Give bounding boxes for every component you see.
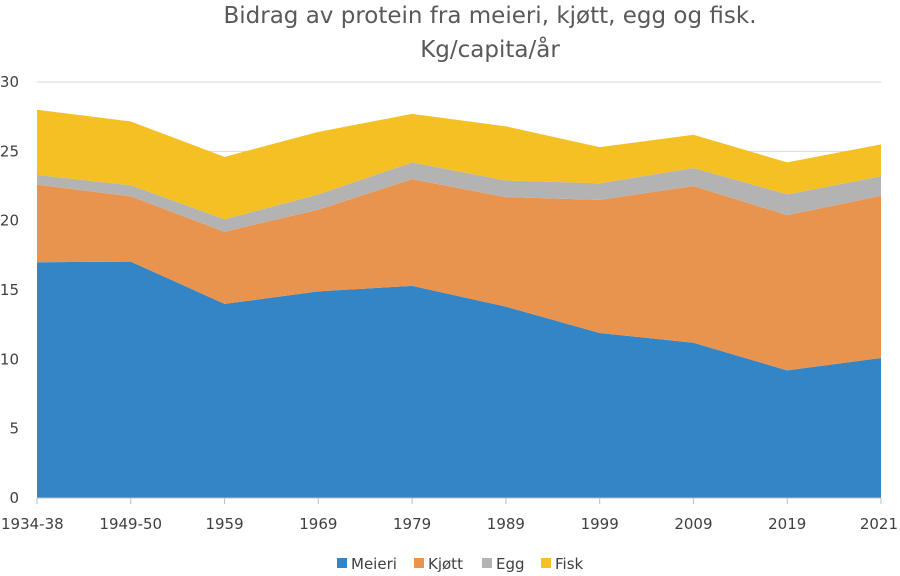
chart-title-line-1: Bidrag av protein fra meieri, kjøtt, egg…	[223, 3, 756, 29]
area-series-meieri	[37, 261, 881, 498]
legend-item-kjøtt: Kjøtt	[414, 555, 463, 573]
y-tick-label: 25	[0, 142, 19, 160]
legend-label: Fisk	[555, 555, 584, 573]
legend-item-fisk: Fisk	[541, 555, 584, 573]
legend-label: Meieri	[351, 555, 397, 573]
chart-title-line-2: Kg/capita/år	[420, 35, 560, 63]
x-tick-label: 1969	[299, 515, 337, 533]
x-tick-label: 1989	[487, 515, 525, 533]
y-tick-label: 20	[0, 212, 19, 230]
y-tick-label: 10	[0, 350, 19, 368]
x-tick-label: 2021	[860, 515, 898, 533]
x-tick-label: 2009	[674, 515, 712, 533]
x-tick-label: 1949-50	[99, 515, 162, 533]
legend-item-meieri: Meieri	[337, 555, 397, 573]
area-series-fisk	[37, 109, 881, 220]
area-series-egg	[37, 162, 881, 232]
legend-swatch	[482, 558, 492, 568]
x-tick-label: 1959	[205, 515, 243, 533]
area-series-group	[37, 109, 881, 498]
area-series-kjøtt	[37, 179, 881, 371]
legend-swatch	[414, 558, 424, 568]
y-tick-label: 15	[0, 281, 19, 299]
y-tick-label: 30	[0, 73, 19, 91]
legend-label: Egg	[496, 555, 525, 573]
legend-swatch	[337, 558, 347, 568]
x-tick-label: 1999	[581, 515, 619, 533]
axes: 1934-38 1949-50 1959 1969 1979 1989 1999 2009 20…	[1, 497, 898, 533]
legend-item-egg: Egg	[482, 555, 525, 573]
y-tick-label: 0	[9, 489, 19, 507]
x-tick-label: 1934-38	[1, 515, 64, 533]
legend: Meieri Kjøtt Egg Fisk	[337, 555, 584, 573]
legend-swatch	[541, 558, 551, 568]
y-tick-label: 5	[9, 420, 19, 438]
x-tick-label: 2019	[768, 515, 806, 533]
legend-label: Kjøtt	[428, 555, 463, 573]
x-tick-label: 1979	[393, 515, 431, 533]
